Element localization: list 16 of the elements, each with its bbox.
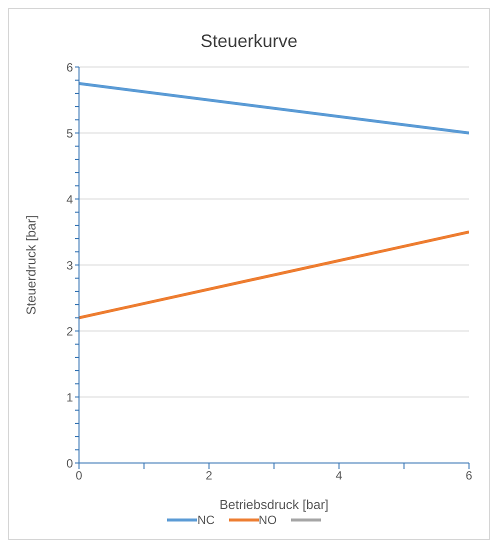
x-axis-title: Betriebsdruck [bar] bbox=[219, 497, 329, 512]
y-tick-label: 2 bbox=[66, 324, 74, 338]
x-tick-label: 0 bbox=[76, 468, 83, 483]
x-tick-label: 6 bbox=[466, 468, 473, 483]
x-tick-label: 4 bbox=[336, 468, 343, 483]
x-tick-label: 2 bbox=[206, 468, 213, 483]
y-axis-title: Steuerdruck [bar] bbox=[24, 215, 39, 315]
y-tick-label: 1 bbox=[66, 390, 74, 404]
y-tick-label: 6 bbox=[66, 60, 74, 74]
y-tick-label: 3 bbox=[66, 258, 74, 272]
chart-title: Steuerkurve bbox=[199, 31, 299, 53]
y-tick-label: 5 bbox=[66, 126, 74, 140]
legend-label: NO bbox=[258, 513, 277, 527]
legend-label: NC bbox=[197, 513, 215, 527]
y-tick-label: 4 bbox=[66, 192, 74, 206]
y-tick-label: 0 bbox=[66, 456, 74, 470]
